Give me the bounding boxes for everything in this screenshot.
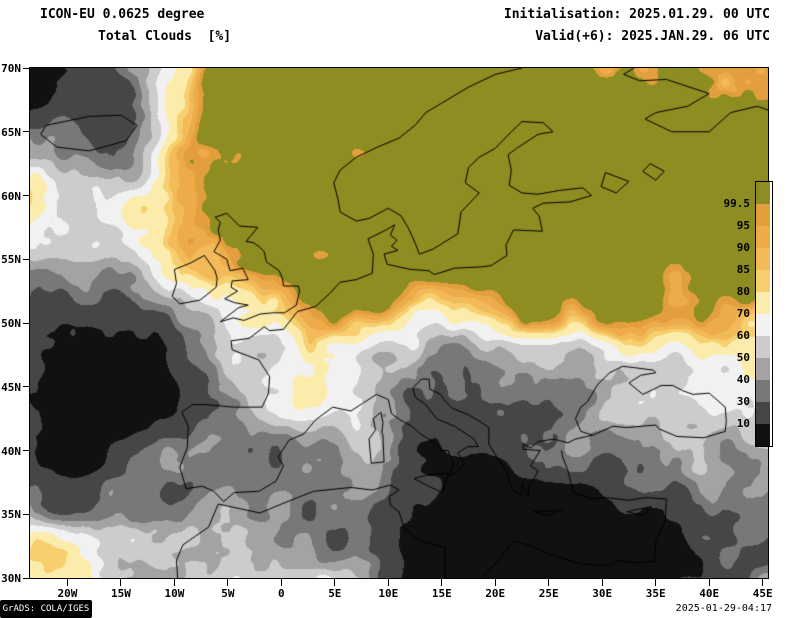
colorbar-label: 85 xyxy=(736,263,750,276)
lon-tick-label: 35E xyxy=(645,587,666,600)
colorbar-label: 50 xyxy=(736,351,750,364)
lon-tick xyxy=(708,579,710,586)
lon-tick-label: 25E xyxy=(538,587,559,600)
lon-tick-label: 30E xyxy=(592,587,613,600)
creation-timestamp: 2025-01-29-04:17 xyxy=(675,603,772,614)
lat-tick xyxy=(23,513,30,515)
initialisation-time: Initialisation: 2025.01.29. 00 UTC xyxy=(503,7,770,22)
lon-tick xyxy=(227,579,229,586)
colorbar-label: 99.5 xyxy=(723,197,751,210)
lon-tick xyxy=(548,579,550,586)
colorbar-segment xyxy=(756,314,770,336)
lon-tick xyxy=(66,579,68,586)
lon-tick xyxy=(334,579,336,586)
lon-tick xyxy=(655,579,657,586)
lon-tick xyxy=(173,579,175,586)
lon-tick xyxy=(494,579,496,586)
colorbar-label: 60 xyxy=(736,329,750,342)
lat-tick xyxy=(23,131,30,133)
lon-tick-label: 5E xyxy=(328,587,342,600)
lon-tick xyxy=(387,579,389,586)
model-title: ICON-EU 0.0625 degree xyxy=(40,7,205,22)
lat-tick-label: 55N xyxy=(1,253,21,267)
lat-tick-label: 30N xyxy=(1,572,21,585)
cloud-cover-map xyxy=(29,67,769,579)
lon-tick-label: 40E xyxy=(699,587,720,600)
lat-tick xyxy=(23,577,30,579)
lat-tick xyxy=(23,450,30,451)
lon-tick-label: 15E xyxy=(431,587,452,600)
colorbar-segment xyxy=(756,248,770,270)
colorbar-label: 30 xyxy=(736,395,750,408)
colorbar-label: 80 xyxy=(736,285,750,298)
lon-tick xyxy=(441,579,443,586)
colorbar-label: 70 xyxy=(736,307,750,320)
lat-tick-label: 65N xyxy=(1,125,21,139)
colorbar-segment xyxy=(756,204,770,226)
lat-tick-label: 45N xyxy=(1,380,21,394)
colorbar-segment xyxy=(756,380,770,402)
colorbar-label: 90 xyxy=(736,241,750,254)
lon-tick xyxy=(601,579,603,586)
variable-title: Total Clouds [%] xyxy=(98,29,232,44)
lat-tick xyxy=(23,67,30,69)
lat-tick xyxy=(23,258,30,260)
colorbar-segment xyxy=(756,270,770,292)
lon-tick xyxy=(762,579,764,586)
valid-time: Valid(+6): 2025.JAN.29. 06 UTC xyxy=(535,29,770,44)
lon-tick xyxy=(120,579,122,586)
lat-tick-label: 40N xyxy=(1,444,21,458)
lat-tick-label: 70N xyxy=(1,62,21,75)
lon-tick-label: 10W xyxy=(164,587,185,600)
lat-tick-label: 35N xyxy=(1,508,21,522)
colorbar-segment xyxy=(756,182,770,204)
colorbar-segment xyxy=(756,292,770,314)
lat-tick xyxy=(23,195,30,196)
colorbar-label: 95 xyxy=(736,219,750,232)
lat-tick-label: 50N xyxy=(1,317,21,330)
lon-tick-label: 45E xyxy=(752,587,773,600)
colorbar-label: 40 xyxy=(736,373,750,386)
lon-tick-label: 20W xyxy=(57,587,78,600)
lat-tick xyxy=(23,386,30,388)
lon-tick-label: 10E xyxy=(378,587,399,600)
lon-tick-label: 5W xyxy=(221,587,235,600)
colorbar-segment xyxy=(756,226,770,248)
lon-tick-label: 20E xyxy=(485,587,506,600)
lon-tick-label: 0 xyxy=(278,587,285,600)
lat-tick-label: 60N xyxy=(1,189,21,203)
lon-tick xyxy=(280,579,282,586)
colorbar-label: 10 xyxy=(736,417,750,430)
lat-tick xyxy=(23,322,30,324)
colorbar-segment xyxy=(756,336,770,358)
colorbar-segment xyxy=(756,424,770,446)
grads-credit-badge: GrADS: COLA/IGES xyxy=(0,600,92,618)
colorbar-segment xyxy=(756,358,770,380)
colorbar-segment xyxy=(756,402,770,424)
lon-tick-label: 15W xyxy=(110,587,131,600)
